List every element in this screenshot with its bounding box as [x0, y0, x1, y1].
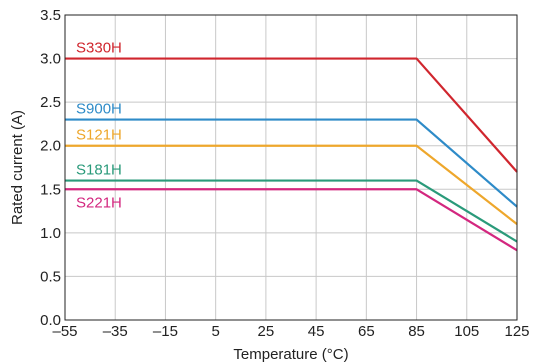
y-tick-label: 2.5 [40, 94, 61, 111]
series-label-s330h: S330H [76, 40, 122, 57]
x-tick-label: –15 [153, 323, 178, 340]
x-tick-label: –35 [103, 323, 128, 340]
y-tick-label: 1.5 [40, 181, 61, 198]
series-label-s181h: S181H [76, 162, 122, 179]
x-tick-label: –55 [52, 323, 77, 340]
series-line-s221h [65, 188, 518, 252]
x-tick-label: 45 [308, 323, 325, 340]
series-lines [65, 57, 518, 252]
x-tick-label: 65 [358, 323, 375, 340]
y-tick-label: 3.5 [40, 7, 61, 24]
x-tick-label: 25 [258, 323, 275, 340]
series-line-s330h [65, 57, 518, 173]
x-tick-label: 105 [454, 323, 479, 340]
series-labels: S330H S900H S121H S181H S221H [76, 40, 122, 212]
series-line-s121h [65, 144, 518, 226]
series-line-s900h [65, 118, 518, 208]
series-label-s221h: S221H [76, 194, 122, 211]
y-tick-label: 0.0 [40, 312, 61, 329]
y-tick-label: 2.0 [40, 138, 61, 155]
y-tick-label: 1.0 [40, 225, 61, 242]
series-label-s900h: S900H [76, 101, 122, 118]
grid [65, 15, 517, 320]
x-tick-label: 125 [504, 323, 529, 340]
x-tick-label: 85 [408, 323, 425, 340]
x-tick-labels: –55 –35 –15 5 25 45 65 85 105 125 [52, 323, 529, 340]
series-label-s121h: S121H [76, 127, 122, 144]
y-tick-labels: 0.0 0.5 1.0 1.5 2.0 2.5 3.0 3.5 [40, 7, 61, 329]
x-tick-label: 5 [211, 323, 219, 340]
x-axis-label: Temperature (°C) [233, 346, 348, 363]
y-tick-label: 3.0 [40, 51, 61, 68]
series-line-s181h [65, 179, 518, 243]
y-axis-label: Rated current (A) [9, 110, 26, 225]
y-tick-label: 0.5 [40, 268, 61, 285]
plot-frame [64, 14, 518, 321]
